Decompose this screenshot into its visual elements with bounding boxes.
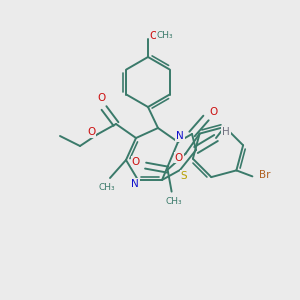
Text: CH₃: CH₃ — [99, 182, 115, 191]
Text: O: O — [97, 93, 105, 103]
Text: O: O — [87, 127, 95, 137]
Text: O: O — [131, 157, 140, 166]
Text: O: O — [150, 31, 158, 41]
Text: N: N — [131, 179, 139, 189]
Text: CH₃: CH₃ — [157, 32, 173, 40]
Text: O: O — [175, 153, 183, 163]
Text: N: N — [176, 131, 184, 141]
Text: S: S — [181, 171, 187, 181]
Text: CH₃: CH₃ — [165, 197, 182, 206]
Text: O: O — [210, 107, 218, 117]
Text: H: H — [222, 127, 230, 137]
Text: Br: Br — [259, 170, 270, 180]
